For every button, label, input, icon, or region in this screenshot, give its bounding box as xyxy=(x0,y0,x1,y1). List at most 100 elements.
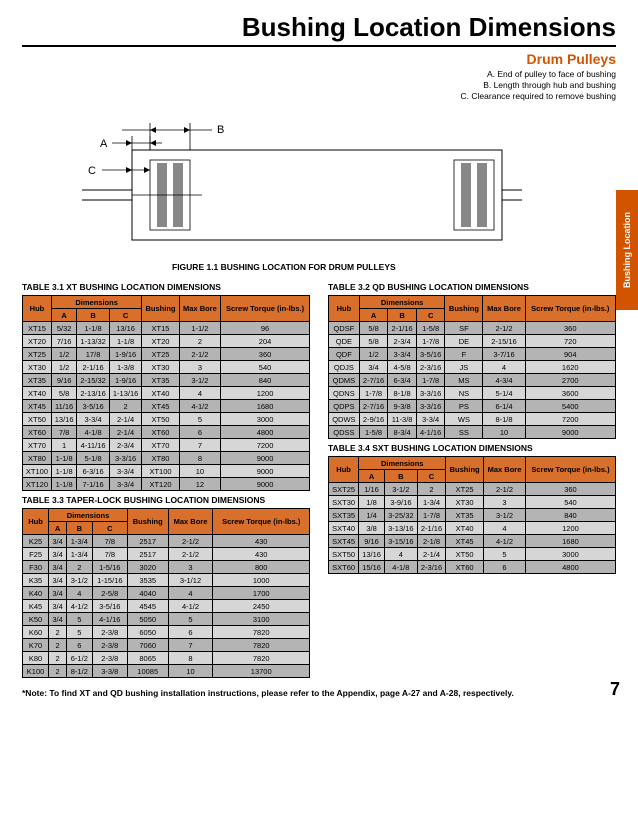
cell: 430 xyxy=(213,535,310,548)
cell: 1-1/2 xyxy=(179,322,220,335)
cell: 3-3/4 xyxy=(109,465,142,478)
cell: 3/4 xyxy=(49,600,67,613)
cell: 10 xyxy=(179,465,220,478)
cell: 3 xyxy=(179,361,220,374)
cell: 5/8 xyxy=(51,387,76,400)
cell: SF xyxy=(445,322,483,335)
cell: 1/8 xyxy=(359,496,385,509)
cell: 2-3/8 xyxy=(92,652,127,665)
cell: 1000 xyxy=(213,574,310,587)
cell: 2-3/8 xyxy=(92,626,127,639)
cell: 1200 xyxy=(221,387,310,400)
cell: QDE xyxy=(329,335,360,348)
cell: 8 xyxy=(179,452,220,465)
cell: 3-1/2 xyxy=(67,574,93,587)
cell: 8-3/4 xyxy=(388,426,417,439)
cell: 904 xyxy=(525,348,615,361)
cell: 2-1/2 xyxy=(179,348,220,361)
cell: XT35 xyxy=(23,374,52,387)
cell: 17/8 xyxy=(77,348,110,361)
cell: SXT45 xyxy=(329,535,359,548)
cell: 2-5/8 xyxy=(92,587,127,600)
cell: 3-1/2 xyxy=(179,374,220,387)
cell: 360 xyxy=(221,348,310,361)
cell: 2 xyxy=(49,652,67,665)
cell: 3-1/2 xyxy=(484,509,526,522)
table32-caption: TABLE 3.2 QD BUSHING LOCATION DIMENSIONS xyxy=(328,282,616,292)
cell: 9/16 xyxy=(51,374,76,387)
cell: 540 xyxy=(525,496,615,509)
cell: 8 xyxy=(168,652,213,665)
cell: XT100 xyxy=(23,465,52,478)
cell: 1-5/8 xyxy=(359,426,388,439)
cell: SS xyxy=(445,426,483,439)
cell: 11/16 xyxy=(51,400,76,413)
cell: 7/8 xyxy=(51,426,76,439)
cell: JS xyxy=(445,361,483,374)
cell: 6 xyxy=(179,426,220,439)
cell: 4040 xyxy=(127,587,168,600)
table31-caption: TABLE 3.1 XT BUSHING LOCATION DIMENSIONS xyxy=(22,282,310,292)
cell: 1-7/8 xyxy=(416,335,445,348)
cell: 2-1/2 xyxy=(483,322,525,335)
cell: 2 xyxy=(49,626,67,639)
cell: 540 xyxy=(221,361,310,374)
cell: 6-1/2 xyxy=(67,652,93,665)
cell: 3-3/16 xyxy=(109,452,142,465)
figure-diagram: B A C xyxy=(62,108,616,258)
cell: 1-3/4 xyxy=(67,535,93,548)
cell: 3-5/16 xyxy=(77,400,110,413)
cell: 204 xyxy=(221,335,310,348)
cell: 5-1/4 xyxy=(483,387,525,400)
cell: 3 xyxy=(484,496,526,509)
table-34: HubDimensionsBushingMax BoreScrew Torque… xyxy=(328,456,616,574)
cell: XT40 xyxy=(446,522,484,535)
cell: F25 xyxy=(23,548,49,561)
cell: 7 xyxy=(179,439,220,452)
cell: 2-3/16 xyxy=(416,361,445,374)
cell: XT70 xyxy=(23,439,52,452)
cell: XT15 xyxy=(23,322,52,335)
cell: 5400 xyxy=(525,400,615,413)
cell: 4 xyxy=(179,387,220,400)
cell: SXT60 xyxy=(329,561,359,574)
cell: 4800 xyxy=(221,426,310,439)
cell: 3/4 xyxy=(49,535,67,548)
cell: XT70 xyxy=(142,439,179,452)
cell: 3000 xyxy=(525,548,615,561)
cell: 1 xyxy=(51,439,76,452)
cell: 4-1/16 xyxy=(92,613,127,626)
cell: 2-1/8 xyxy=(417,535,445,548)
cell: 1/16 xyxy=(359,483,385,496)
side-tab: Bushing Location xyxy=(616,190,638,310)
cell: 1700 xyxy=(213,587,310,600)
cell: 3535 xyxy=(127,574,168,587)
cell: 6 xyxy=(168,626,213,639)
cell: 2 xyxy=(109,400,142,413)
cell: 10 xyxy=(483,426,525,439)
cell: 7820 xyxy=(213,626,310,639)
cell: 4 xyxy=(384,548,417,561)
cell: K35 xyxy=(23,574,49,587)
cell: WS xyxy=(445,413,483,426)
cell: 4-11/16 xyxy=(77,439,110,452)
cell: 3-7/16 xyxy=(483,348,525,361)
svg-text:C: C xyxy=(88,165,96,177)
cell: NS xyxy=(445,387,483,400)
cell: XT35 xyxy=(142,374,179,387)
cell: 2-1/2 xyxy=(168,535,213,548)
cell: 8-1/2 xyxy=(67,665,93,678)
cell: 4-5/8 xyxy=(388,361,417,374)
cell: 4-1/2 xyxy=(168,600,213,613)
cell: 1-3/4 xyxy=(67,548,93,561)
cell: 8065 xyxy=(127,652,168,665)
cell: 7/8 xyxy=(92,535,127,548)
cell: 4 xyxy=(484,522,526,535)
page-number: 7 xyxy=(610,679,620,700)
cell: 7820 xyxy=(213,639,310,652)
cell: 3-5/16 xyxy=(416,348,445,361)
cell: XT120 xyxy=(23,478,52,491)
cell: 5 xyxy=(179,413,220,426)
cell: MS xyxy=(445,374,483,387)
cell: 4 xyxy=(168,587,213,600)
